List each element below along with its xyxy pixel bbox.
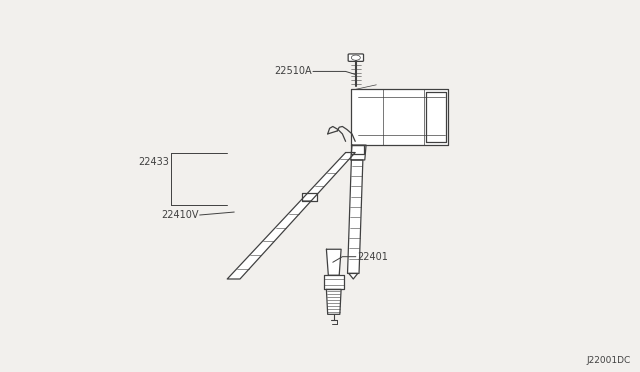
Polygon shape — [351, 145, 366, 160]
Polygon shape — [326, 249, 341, 275]
Text: J22001DC: J22001DC — [586, 356, 630, 365]
Polygon shape — [348, 160, 363, 273]
Polygon shape — [351, 145, 364, 154]
Text: 22410V: 22410V — [161, 210, 198, 220]
Polygon shape — [326, 289, 341, 314]
Polygon shape — [302, 193, 317, 201]
Text: 22401: 22401 — [357, 252, 388, 262]
FancyBboxPatch shape — [348, 54, 364, 61]
Polygon shape — [227, 153, 355, 279]
Text: 22433: 22433 — [139, 157, 170, 167]
Polygon shape — [351, 89, 448, 145]
Text: 22510A: 22510A — [275, 67, 312, 76]
Polygon shape — [426, 92, 446, 142]
Polygon shape — [349, 273, 358, 279]
Polygon shape — [324, 275, 344, 289]
